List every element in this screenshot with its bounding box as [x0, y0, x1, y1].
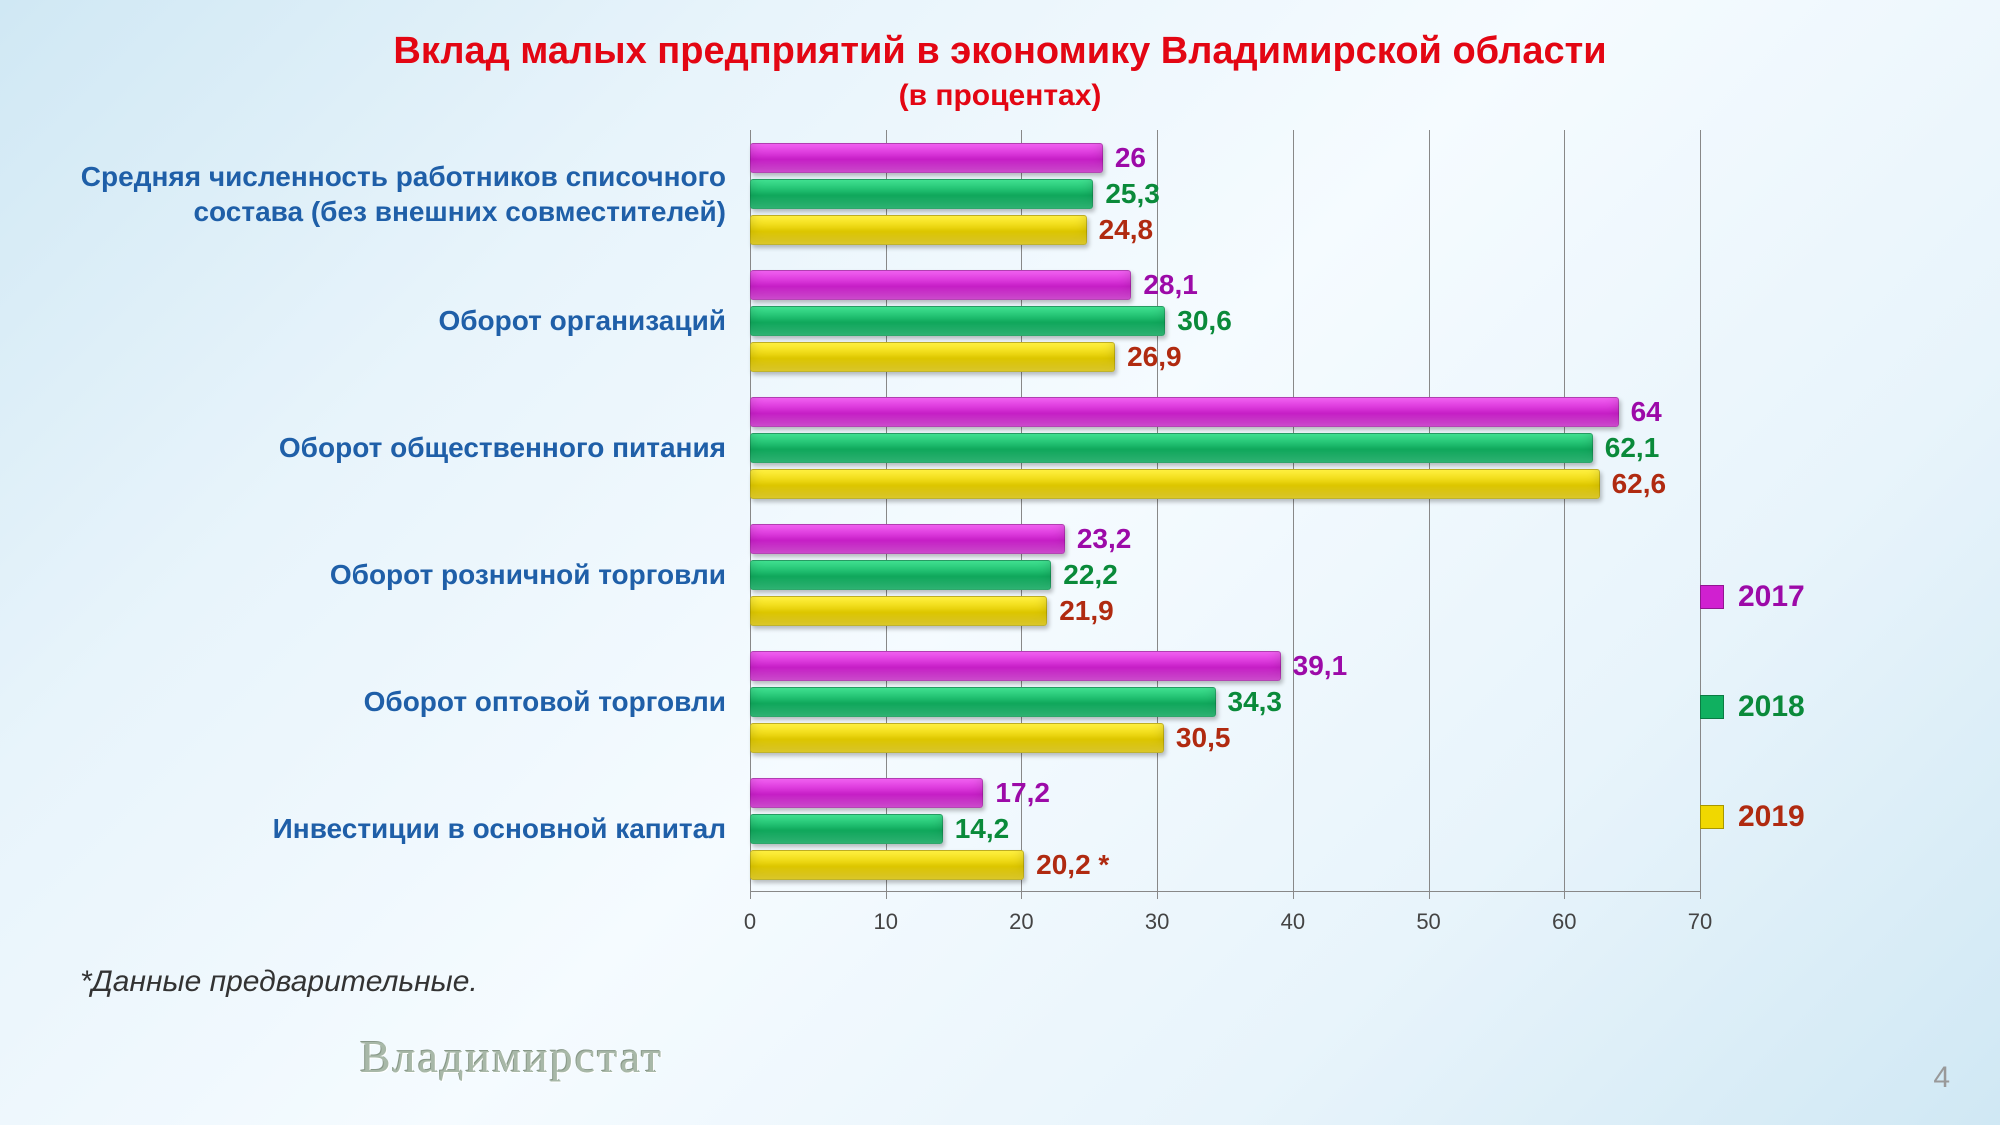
legend-item: 2018: [1700, 690, 1805, 724]
bar: [750, 596, 1047, 626]
bar-value-label: 30,6: [1177, 305, 1232, 337]
category-label: Оборот розничной торговли: [60, 511, 750, 638]
bar-value-label: 17,2: [995, 777, 1050, 809]
bar: [750, 469, 1600, 499]
legend-label: 2018: [1738, 690, 1805, 724]
x-tick-label: 50: [1416, 909, 1440, 935]
chart-subtitle: (в процентах): [0, 73, 2000, 113]
bar: [750, 433, 1593, 463]
bar: [750, 306, 1165, 336]
bar-value-label: 22,2: [1063, 559, 1118, 591]
legend-swatch: [1700, 805, 1724, 829]
category-label: Оборот организаций: [60, 257, 750, 384]
bar: [750, 651, 1281, 681]
bar-value-label: 34,3: [1228, 686, 1283, 718]
bar: [750, 524, 1065, 554]
legend-item: 2019: [1700, 800, 1805, 834]
bar: [750, 179, 1093, 209]
legend: 2017 2018 2019: [1700, 130, 1940, 960]
bar-value-label: 62,6: [1612, 468, 1667, 500]
bar-group: 26 25,3 24,8: [750, 130, 1700, 257]
page-number: 4: [1933, 1061, 1950, 1095]
bar: [750, 143, 1103, 173]
x-tick-label: 10: [873, 909, 897, 935]
bar: [750, 342, 1115, 372]
legend-item: 2017: [1700, 580, 1805, 614]
bar-value-label: 64: [1631, 396, 1662, 428]
x-tick-label: 60: [1552, 909, 1576, 935]
bar-group: 23,2 22,2 21,9: [750, 511, 1700, 638]
x-tick-label: 40: [1281, 909, 1305, 935]
category-label: Средняя численность работников списочног…: [60, 130, 750, 257]
category-labels-column: Средняя численность работников списочног…: [60, 130, 750, 960]
bar-group: 64 62,1 62,6: [750, 384, 1700, 511]
chart-title: Вклад малых предприятий в экономику Влад…: [0, 0, 2000, 73]
bar: [750, 270, 1131, 300]
bar-value-label: 20,2 *: [1036, 849, 1109, 881]
bar-group: 39,1 34,3 30,5: [750, 638, 1700, 765]
bar-value-label: 14,2: [955, 813, 1010, 845]
bar-group: 28,1 30,6 26,9: [750, 257, 1700, 384]
category-label: Оборот общественного питания: [60, 384, 750, 511]
bar: [750, 723, 1164, 753]
bar: [750, 778, 983, 808]
watermark: Владимирстат: [360, 1030, 663, 1083]
legend-label: 2017: [1738, 580, 1805, 614]
bar: [750, 687, 1216, 717]
bar-value-label: 21,9: [1059, 595, 1114, 627]
x-tick-label: 20: [1009, 909, 1033, 935]
category-label: Оборот оптовой торговли: [60, 638, 750, 765]
bar-value-label: 25,3: [1105, 178, 1160, 210]
legend-swatch: [1700, 695, 1724, 719]
bar-value-label: 23,2: [1077, 523, 1132, 555]
x-tick-label: 30: [1145, 909, 1169, 935]
chart: Средняя численность работников списочног…: [60, 130, 1940, 960]
bar: [750, 397, 1619, 427]
plot-column: 0102030405060702625,324,828,130,626,9646…: [750, 130, 1700, 960]
bar-value-label: 62,1: [1605, 432, 1660, 464]
x-tick-label: 0: [744, 909, 756, 935]
bar: [750, 215, 1087, 245]
bar: [750, 850, 1024, 880]
bar-value-label: 24,8: [1099, 214, 1154, 246]
bar: [750, 814, 943, 844]
bar-group: 17,2 14,2 20,2 *: [750, 765, 1700, 892]
plot-area: 0102030405060702625,324,828,130,626,9646…: [750, 130, 1700, 892]
bar-value-label: 30,5: [1176, 722, 1231, 754]
footnote: *Данные предварительные.: [80, 965, 478, 999]
legend-swatch: [1700, 585, 1724, 609]
category-label: Инвестиции в основной капитал: [60, 765, 750, 892]
bar-value-label: 26: [1115, 142, 1146, 174]
bar-value-label: 28,1: [1143, 269, 1198, 301]
bar-value-label: 39,1: [1293, 650, 1348, 682]
bar-value-label: 26,9: [1127, 341, 1182, 373]
bar: [750, 560, 1051, 590]
legend-label: 2019: [1738, 800, 1805, 834]
